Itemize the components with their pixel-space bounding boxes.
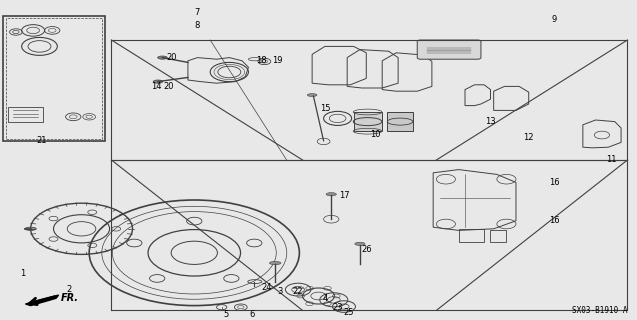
Ellipse shape — [25, 227, 36, 230]
Text: 21: 21 — [36, 136, 47, 145]
Text: 20: 20 — [164, 82, 174, 91]
Text: 4: 4 — [322, 294, 327, 303]
Ellipse shape — [355, 242, 365, 245]
Bar — [490, 230, 506, 242]
Ellipse shape — [326, 193, 336, 196]
Text: 26: 26 — [361, 245, 371, 254]
Text: 19: 19 — [272, 56, 282, 65]
Text: 14: 14 — [151, 82, 161, 91]
Text: 5: 5 — [224, 310, 229, 319]
FancyBboxPatch shape — [417, 40, 481, 59]
Text: 16: 16 — [549, 178, 559, 187]
Text: 11: 11 — [606, 156, 617, 164]
Text: 3: 3 — [278, 287, 283, 296]
Text: 8: 8 — [195, 21, 200, 30]
Text: SX03-B1910 A: SX03-B1910 A — [572, 306, 627, 315]
Text: 13: 13 — [485, 117, 496, 126]
Text: 24: 24 — [261, 284, 271, 292]
Text: 17: 17 — [339, 191, 349, 200]
Ellipse shape — [307, 93, 317, 97]
Bar — [3, 16, 105, 141]
Ellipse shape — [158, 56, 167, 59]
Text: 2: 2 — [66, 285, 71, 294]
Text: FR.: FR. — [61, 293, 78, 303]
Text: 23: 23 — [333, 303, 343, 312]
Text: 15: 15 — [320, 104, 330, 113]
Polygon shape — [25, 295, 59, 306]
Text: 6: 6 — [249, 310, 254, 319]
Text: 12: 12 — [524, 133, 534, 142]
Ellipse shape — [153, 80, 163, 83]
Ellipse shape — [269, 261, 281, 265]
Text: 22: 22 — [293, 287, 303, 296]
Text: 18: 18 — [256, 56, 266, 65]
Text: 7: 7 — [195, 8, 200, 17]
Bar — [387, 112, 413, 131]
Bar — [6, 18, 102, 139]
Bar — [459, 229, 484, 242]
Bar — [8, 107, 43, 122]
Text: 10: 10 — [371, 130, 381, 139]
Text: 1: 1 — [20, 269, 25, 278]
Text: 16: 16 — [549, 216, 559, 225]
Bar — [354, 112, 382, 131]
Text: 25: 25 — [344, 308, 354, 317]
Text: 20: 20 — [167, 53, 177, 62]
Text: 9: 9 — [552, 15, 557, 24]
